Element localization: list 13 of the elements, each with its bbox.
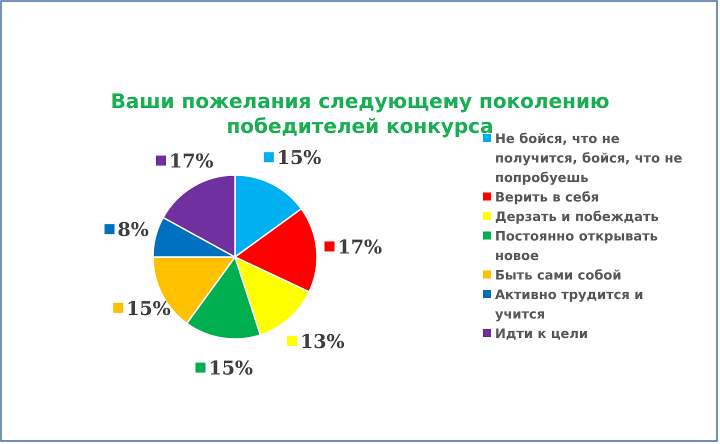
data-label: 17% <box>338 236 382 258</box>
data-label: 15% <box>276 147 322 170</box>
data-label: 15% <box>126 298 171 320</box>
legend-label: Постоянно открывать новое <box>495 230 658 264</box>
data-label: 13% <box>300 331 345 354</box>
data-label: 17% <box>168 150 214 173</box>
data-label: 15% <box>208 358 253 380</box>
legend-label: Идти к цели <box>495 327 588 342</box>
legend-label: Активно трудится и учится <box>495 288 644 322</box>
legend-label: Дерзать и побеждать <box>495 210 659 225</box>
data-label: 8% <box>118 219 149 242</box>
legend-label: Быть сами собой <box>495 268 622 284</box>
legend-label: Верить в себя <box>495 190 600 206</box>
